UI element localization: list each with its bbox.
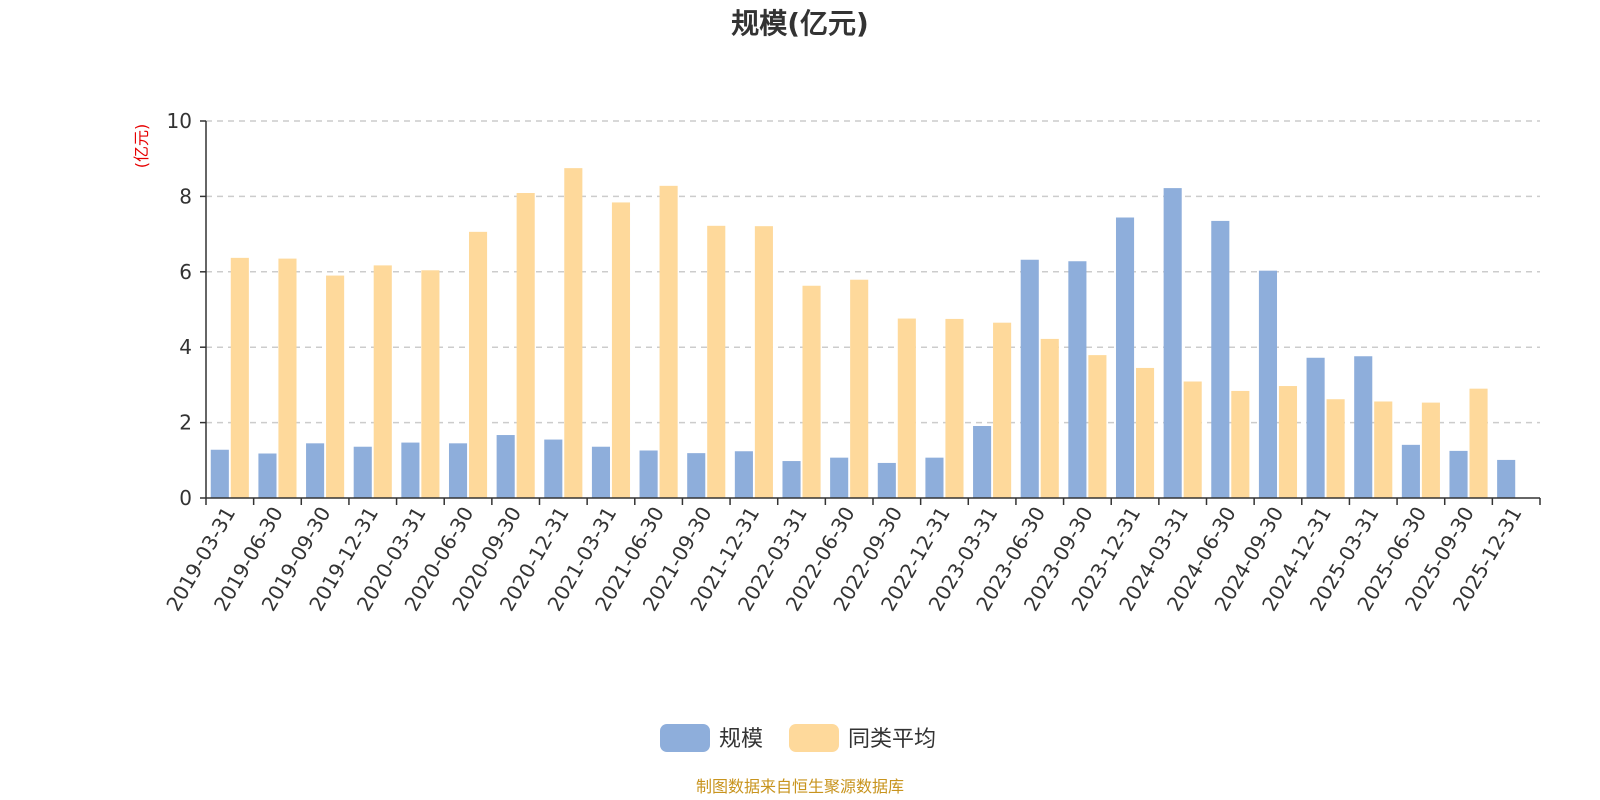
bar-scale[interactable] [830,457,849,498]
bar-scale[interactable] [353,446,372,498]
bar-scale[interactable] [496,435,515,498]
bar-scale[interactable] [1068,261,1087,498]
y-tick-label: 6 [179,260,192,284]
bar-peer-average[interactable] [659,185,678,498]
bar-scale[interactable] [1020,259,1039,498]
bar-peer-average[interactable] [897,318,916,498]
bar-peer-average[interactable] [611,202,631,498]
bar-scale[interactable] [1497,459,1516,498]
bar-peer-average[interactable] [1040,338,1059,498]
bar-scale[interactable] [1306,357,1325,498]
bar-scale[interactable] [1211,220,1230,498]
bar-peer-average[interactable] [993,322,1012,498]
y-tick-label: 4 [179,335,192,359]
bar-peer-average[interactable] [421,270,440,498]
bar-peer-average[interactable] [1183,381,1202,498]
legend-label: 同类平均 [848,727,936,752]
bar-peer-average[interactable] [754,226,773,498]
bar-scale[interactable] [1354,356,1373,498]
y-tick-label: 2 [179,411,192,435]
bar-scale[interactable] [544,439,563,498]
bar-scale[interactable] [591,446,611,498]
bar-peer-average[interactable] [1469,388,1488,498]
bar-scale[interactable] [401,442,420,498]
chart-title: 规模(亿元) [731,7,869,40]
bar-peer-average[interactable] [278,258,297,498]
bar-peer-average[interactable] [373,265,392,498]
bar-peer-average[interactable] [326,275,345,498]
bar-scale[interactable] [306,443,325,498]
y-tick-label: 10 [167,109,192,133]
bar-scale[interactable] [639,450,658,499]
legend-swatch [789,724,839,752]
bar-scale[interactable] [1401,444,1420,498]
y-tick-label: 0 [179,486,192,510]
bar-scale[interactable] [877,462,896,498]
bar-peer-average[interactable] [516,193,535,498]
bar-scale[interactable] [1163,188,1182,499]
bar-scale[interactable] [782,461,801,498]
bar-peer-average[interactable] [1326,399,1345,498]
y-axis-label: (亿元) [132,124,151,169]
bar-scale[interactable] [1449,450,1468,499]
bar-peer-average[interactable] [1088,355,1107,498]
legend-swatch [660,724,710,752]
bar-scale[interactable] [210,449,229,498]
bar-peer-average[interactable] [1421,402,1440,498]
bar-peer-average[interactable] [1231,390,1250,498]
bar-peer-average[interactable] [564,168,583,499]
bar-scale[interactable] [258,453,277,498]
bar-scale[interactable] [1115,217,1135,498]
legend[interactable]: 规模 同类平均 [660,724,936,752]
bar-scale[interactable] [734,451,753,498]
bar-peer-average[interactable] [1135,367,1155,498]
data-source-note: 制图数据来自恒生聚源数据库 [696,777,904,796]
bar-peer-average[interactable] [1374,401,1393,498]
bar-scale[interactable] [448,443,468,498]
bar-peer-average[interactable] [230,257,249,498]
y-tick-label: 8 [179,184,192,208]
bar-scale[interactable] [925,457,944,498]
gridlines [206,120,1540,424]
bar-peer-average[interactable] [802,285,821,498]
legend-item-scale[interactable]: 规模 [660,724,763,752]
legend-item-peer-average[interactable]: 同类平均 [789,724,936,752]
bar-peer-average[interactable] [945,318,964,498]
bar-peer-average[interactable] [707,225,726,498]
bar-peer-average[interactable] [850,279,869,498]
bar-peer-average[interactable] [1278,386,1298,498]
bar-scale[interactable] [687,453,706,498]
bar-peer-average[interactable] [468,231,488,498]
bar-scale[interactable] [973,425,992,498]
bars [210,168,1516,499]
bar-scale[interactable] [1258,270,1278,498]
legend-label: 规模 [719,727,763,752]
